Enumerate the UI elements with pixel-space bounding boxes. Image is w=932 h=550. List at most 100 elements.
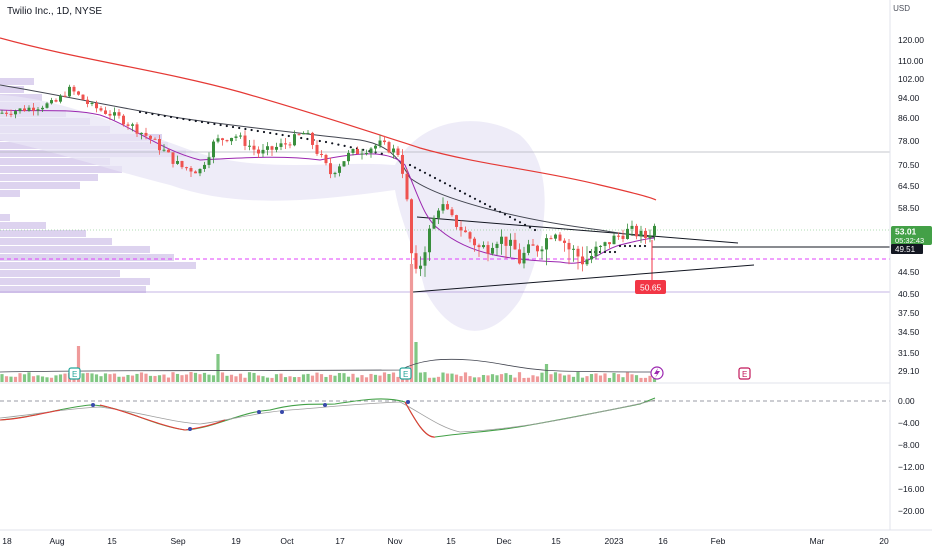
volume-bar	[274, 374, 279, 382]
oscillator-cross-dot	[188, 427, 192, 431]
volume-bar	[454, 374, 459, 382]
volume-bar	[112, 373, 117, 382]
volume-bar	[634, 375, 639, 382]
trend-dot	[157, 113, 160, 117]
earnings-marker-aug[interactable]: E	[68, 367, 81, 380]
oscillator-signal-line	[0, 399, 656, 433]
volume-bar	[468, 376, 472, 382]
event-markers[interactable]: E E E	[68, 366, 751, 380]
volume-bar	[22, 374, 27, 382]
candle-body	[392, 148, 395, 153]
trendline-price-badge	[891, 244, 923, 254]
candle-body	[122, 115, 125, 125]
volume-bar	[252, 372, 256, 382]
oscillator-cross-dot	[91, 403, 95, 407]
volume-bar	[328, 374, 333, 382]
volume-bar	[180, 375, 184, 382]
candle-body	[513, 239, 517, 250]
candle-body	[518, 249, 521, 264]
volume-bar	[423, 372, 427, 382]
candle-body	[639, 230, 643, 237]
candle-body	[117, 112, 121, 116]
trend-dot	[176, 116, 179, 120]
candle-body	[32, 107, 35, 111]
oscillator-cross-dot	[257, 410, 261, 414]
candle-body	[9, 113, 13, 115]
trend-dot	[269, 131, 272, 135]
volume-profile-bar	[0, 278, 150, 285]
price-tick-label: 64.50	[898, 181, 920, 191]
candle-body	[635, 225, 638, 237]
candle-body	[495, 243, 499, 248]
volume-bar	[99, 376, 103, 382]
alert-price-badge[interactable]	[635, 280, 666, 294]
candle-body	[216, 138, 220, 142]
volume-bar	[576, 372, 580, 382]
volume-bar	[229, 374, 234, 382]
candle-body	[432, 217, 436, 229]
volume-bar	[414, 342, 418, 382]
volume-average-line	[0, 358, 656, 373]
candle-body	[527, 244, 530, 253]
candle-body	[347, 152, 350, 162]
volume-bar	[459, 376, 463, 382]
candle-body	[23, 108, 26, 111]
trend-dot	[238, 126, 241, 130]
candle-body	[423, 252, 427, 266]
trend-dot	[182, 117, 185, 121]
volume-bar	[450, 373, 454, 382]
candle-body	[383, 140, 386, 143]
volume-bar	[477, 377, 481, 382]
trend-dot	[473, 197, 477, 200]
candle-body	[428, 228, 431, 253]
trend-dot	[200, 120, 204, 124]
volume-bar	[49, 377, 54, 382]
trend-dot	[337, 143, 340, 146]
volume-bar	[324, 376, 328, 382]
trend-dot	[145, 111, 148, 115]
candle-body	[275, 146, 278, 150]
volume-bar	[562, 375, 567, 382]
alert-price-text[interactable]: 50.65	[640, 283, 662, 293]
candle-body	[261, 149, 265, 154]
price-tick-label: 78.00	[898, 136, 920, 146]
volume-bar	[526, 377, 531, 382]
trend-dot	[219, 123, 222, 127]
earnings-marker-nov[interactable]: E	[399, 367, 412, 380]
volume-bar	[351, 373, 355, 382]
earnings-marker-feb[interactable]: E	[738, 367, 751, 380]
time-tick-label: 20	[879, 536, 889, 546]
volume-bar	[40, 376, 45, 382]
candle-body	[401, 154, 404, 174]
candle-body	[342, 161, 346, 167]
candle-body	[338, 166, 341, 173]
volume-bar	[301, 374, 306, 382]
volume-bar	[346, 376, 351, 382]
volume-bar	[175, 373, 180, 382]
volume-bar	[378, 375, 382, 382]
lightning-icon[interactable]	[650, 366, 664, 380]
volume-bar	[243, 377, 247, 382]
volume-bar	[36, 375, 40, 382]
volume-bar	[436, 376, 441, 382]
volume-bar	[58, 374, 63, 382]
trend-dot	[493, 208, 497, 211]
volume-bar	[355, 377, 360, 382]
trend-dot	[638, 244, 642, 248]
volume-bar	[364, 377, 369, 382]
trend-dot	[275, 132, 278, 136]
trend-dot	[408, 163, 412, 167]
currency-label: USD	[893, 4, 910, 13]
candle-body	[387, 142, 391, 153]
candle-body	[162, 149, 166, 151]
volume-bar	[544, 364, 549, 382]
sma-mid-line	[0, 84, 656, 238]
candle-body	[288, 144, 292, 146]
candle-body	[5, 112, 8, 114]
candle-body	[590, 255, 593, 260]
candle-body	[405, 173, 409, 200]
candle-body	[221, 138, 224, 141]
volume-bar	[261, 376, 265, 382]
volume-bar	[540, 372, 544, 382]
